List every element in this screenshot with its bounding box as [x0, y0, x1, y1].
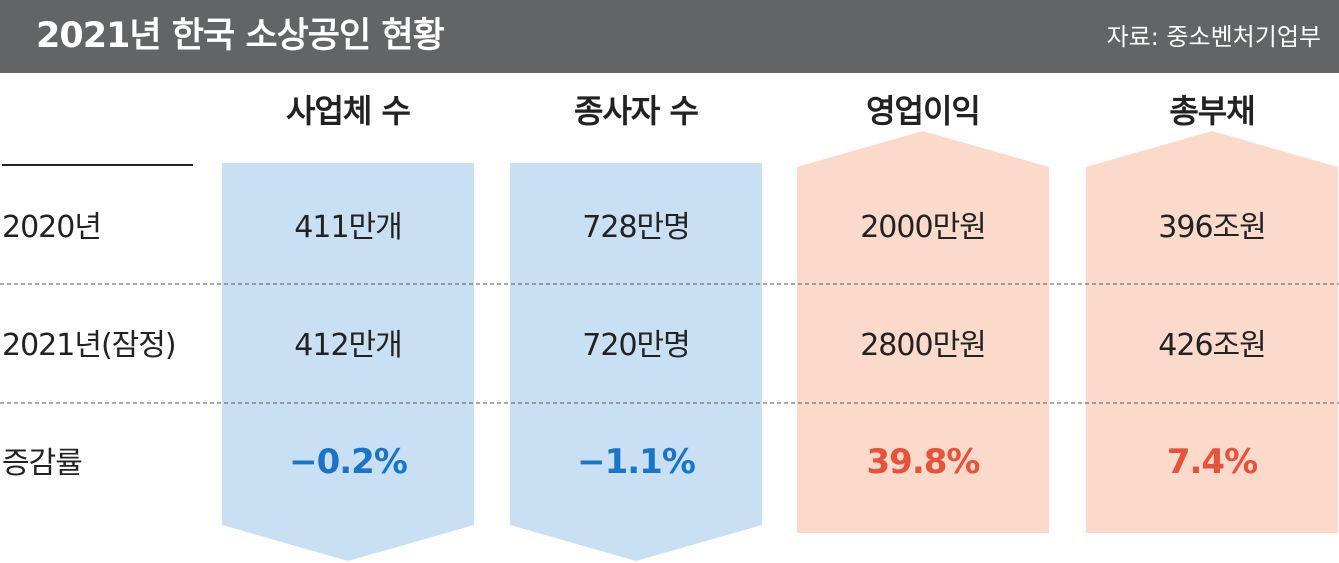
cell-debt-2021: 426조원 — [1158, 328, 1266, 363]
cell-businesses-change: −0.2% — [289, 442, 408, 482]
cell-employees-2020: 728만명 — [582, 210, 690, 245]
column-header-total-debt: 총부채 — [1169, 92, 1255, 130]
source-note: 자료: 중소벤처기업부 — [1106, 23, 1321, 51]
column-header-businesses: 사업체 수 — [286, 92, 411, 130]
cell-employees-2021: 720만명 — [582, 328, 690, 363]
up-arrow-operating-profit — [797, 131, 1049, 533]
column-header-operating-profit: 영업이익 — [866, 92, 981, 130]
cell-profit-2020: 2000만원 — [860, 210, 987, 245]
cell-employees-change: −1.1% — [577, 442, 696, 482]
column-header-employees: 종사자 수 — [574, 92, 699, 130]
row-label-change: 증감률 — [2, 446, 83, 481]
cell-businesses-2021: 412만개 — [294, 328, 402, 363]
page-title: 2021년 한국 소상공인 현황 — [36, 16, 445, 56]
down-arrow-businesses — [222, 163, 474, 561]
header-bar: 2021년 한국 소상공인 현황 자료: 중소벤처기업부 — [0, 0, 1339, 73]
cell-debt-2020: 396조원 — [1158, 210, 1266, 245]
cell-debt-change: 7.4% — [1166, 442, 1258, 482]
cell-profit-change: 39.8% — [866, 442, 981, 482]
down-arrow-employees — [510, 163, 762, 561]
row-label-2021: 2021년(잠정) — [2, 328, 177, 363]
cell-businesses-2020: 411만개 — [294, 210, 402, 245]
cell-profit-2021: 2800만원 — [860, 328, 987, 363]
up-arrow-total-debt — [1086, 131, 1338, 533]
row-label-2020: 2020년 — [2, 210, 102, 245]
